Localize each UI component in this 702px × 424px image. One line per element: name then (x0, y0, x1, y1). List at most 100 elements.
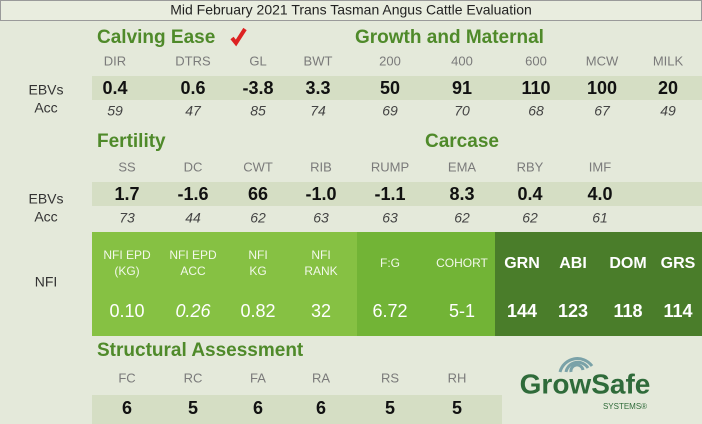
column-header: DTRS (175, 53, 211, 68)
row-label: EBVs (28, 82, 63, 98)
column-header: CWT (243, 159, 273, 174)
acc-value: 85 (250, 103, 266, 119)
column-header: RBY (517, 159, 544, 174)
ebv-value: 1.7 (114, 184, 139, 204)
nfi-header: (KG) (114, 264, 139, 278)
column-header: MILK (653, 53, 684, 68)
ebv-value: 50 (380, 78, 400, 98)
index-value: 123 (558, 301, 588, 321)
structural-value: 6 (253, 398, 263, 418)
nfi-band (92, 232, 357, 336)
ebv-value: -1.0 (305, 184, 336, 204)
row-band (92, 182, 702, 206)
column-header: RS (381, 370, 399, 385)
ebv-value: 66 (248, 184, 268, 204)
logo-arc (564, 360, 590, 373)
nfi-header: RANK (304, 264, 337, 278)
check-mark (230, 27, 247, 47)
acc-value: 67 (594, 103, 611, 119)
column-header: RC (184, 370, 203, 385)
column-header: IMF (589, 159, 611, 174)
structural-value: 5 (188, 398, 198, 418)
acc-value: 73 (119, 210, 135, 226)
index-value: 114 (663, 301, 692, 321)
column-header: RA (312, 370, 330, 385)
section-heading: Calving Ease (97, 27, 215, 48)
acc-value: 70 (454, 103, 470, 119)
acc-value: 62 (522, 210, 538, 226)
row-band (92, 76, 702, 100)
nfi-header: NFI EPD (169, 248, 217, 262)
column-header: BWT (304, 53, 333, 68)
ebv-value: 20 (658, 78, 678, 98)
acc-value: 47 (185, 103, 202, 119)
row-label: Acc (34, 209, 57, 225)
acc-value: 62 (454, 210, 470, 226)
nfi-value: 32 (311, 301, 331, 321)
column-header: 600 (525, 53, 547, 68)
acc-value: 59 (107, 103, 123, 119)
structural-value: 6 (122, 398, 132, 418)
row-label: Acc (34, 100, 57, 116)
ebv-value: 3.3 (305, 78, 330, 98)
acc-value: 68 (528, 103, 544, 119)
index-header: GRN (504, 255, 540, 272)
acc-value: 62 (250, 210, 266, 226)
nfi-value: 6.72 (372, 301, 407, 321)
structural-value: 6 (316, 398, 326, 418)
column-header: RH (448, 370, 467, 385)
column-header: RIB (310, 159, 332, 174)
acc-value: 44 (185, 210, 201, 226)
column-header: 200 (379, 53, 401, 68)
acc-value: 61 (592, 210, 608, 226)
ebv-value: -1.6 (177, 184, 208, 204)
nfi-value: 0.82 (240, 301, 275, 321)
acc-value: 63 (313, 210, 329, 226)
column-header: FC (118, 370, 135, 385)
nfi-header: NFI (311, 248, 330, 262)
index-band (495, 232, 702, 336)
logo-name: GrowSafe (520, 368, 651, 399)
nfi-value: 0.10 (109, 301, 144, 321)
nfi-header: ACC (180, 264, 206, 278)
row-band (92, 395, 502, 424)
column-header: GL (249, 53, 266, 68)
ebv-value: 0.6 (180, 78, 205, 98)
section-heading: Fertility (97, 131, 166, 152)
nfi-value: 0.26 (175, 301, 211, 321)
nfi-value: 5-1 (449, 301, 475, 321)
row-label: NFI (35, 274, 58, 290)
logo: GrowSafe SYSTEMS® (520, 357, 651, 411)
ebv-value: 110 (521, 78, 550, 98)
index-value: 144 (507, 301, 537, 321)
acc-value: 74 (310, 103, 326, 119)
index-header: ABI (559, 255, 587, 272)
index-header: DOM (609, 255, 646, 272)
column-header: FA (250, 370, 266, 385)
row-label: EBVs (28, 191, 63, 207)
title: Mid February 2021 Trans Tasman Angus Cat… (170, 2, 532, 18)
nfi-header: KG (249, 264, 266, 278)
logo-arc (558, 357, 594, 373)
ebv-value: 100 (587, 78, 617, 98)
index-header: GRS (661, 255, 696, 272)
acc-value: 63 (382, 210, 398, 226)
nfi-header: NFI (248, 248, 267, 262)
structural-value: 5 (385, 398, 395, 418)
column-header: 400 (451, 53, 473, 68)
acc-value: 49 (660, 103, 676, 119)
column-header: DIR (104, 53, 126, 68)
nfi-header: F:G (380, 256, 400, 270)
nfi-header: COHORT (436, 256, 488, 270)
logo-sub: SYSTEMS® (603, 402, 647, 411)
index-value: 118 (613, 301, 642, 321)
section-heading: Growth and Maternal (355, 27, 544, 48)
nfi-band (357, 232, 495, 336)
section-heading: Structural Assessment (97, 340, 304, 361)
ebv-value: 91 (452, 78, 472, 98)
ebv-value: -1.1 (374, 184, 405, 204)
ebv-value: 0.4 (102, 78, 127, 98)
column-header: RUMP (371, 159, 409, 174)
